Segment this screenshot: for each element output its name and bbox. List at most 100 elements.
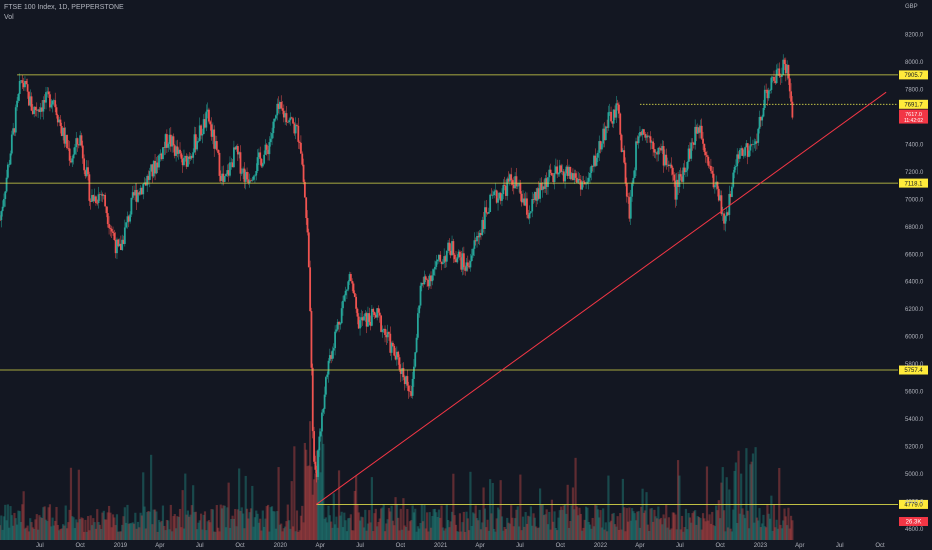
volume-bar [18,511,21,540]
volume-bar [35,514,38,540]
volume-bar [29,518,32,540]
volume-bar [115,514,119,540]
x-tick-label: Apr [795,543,804,549]
volume-bar [449,521,452,540]
level-price-badge[interactable] [899,178,928,188]
candle-body [438,254,440,260]
level-price-badge[interactable] [899,99,928,109]
volume-bar [199,513,203,540]
volume-bar [368,510,371,540]
volume-bar [670,528,673,540]
level-price-badge[interactable] [899,70,928,80]
volume-bar [428,512,431,540]
volume-bar [471,512,475,540]
candle-body [552,175,555,182]
candle-body [748,150,750,157]
candle-body [733,167,736,173]
volume-bar [211,509,214,540]
candle-body [401,367,404,374]
volume-bar [58,530,61,540]
volume-bar [98,524,101,540]
candle-body [113,233,116,241]
volume-bar [79,519,82,540]
candle-body [700,125,703,139]
volume-bar [100,529,103,540]
volume-bar [712,525,715,540]
last-price-badge[interactable] [899,109,928,124]
candle-body [424,276,427,280]
volume-indicator-label[interactable]: Vol [4,14,14,21]
level-price-badge[interactable] [899,365,928,375]
candle-body [92,195,95,202]
y-tick-5600: 5600.0 [905,390,924,396]
candle-body [319,431,322,437]
volume-bar [65,528,69,540]
candle-body [89,200,92,202]
price-axis[interactable]: 4600.0 4800.0 5000.0 5200.0 5400.0 5600.0 5800… [899,32,928,533]
volume-bar [33,528,36,540]
volume-bar [755,517,759,540]
candle-body [508,174,511,182]
candle-body [386,332,389,338]
volume-bar [322,443,325,540]
candle-body [738,149,741,159]
candle-body [472,248,474,256]
candle-body [290,117,293,119]
volume-bar [294,531,297,540]
volume-bar [226,507,229,540]
volume-bar [565,513,568,540]
volume-bar [567,527,571,540]
volume-bar [765,527,768,540]
x-tick-label: 2021 [434,543,448,549]
volume-bar [627,521,630,540]
candle-body [1,206,4,212]
candle-body [252,176,255,180]
horizontal-levels[interactable]: 7905.7 7691.7 7118.1 5757.4 4779.0 [0,70,928,509]
volume-bar [541,504,544,540]
candle-body [669,164,672,167]
candle-body [381,329,384,332]
candle-body [543,186,545,189]
volume-bar [479,529,483,540]
volume-bar [54,520,57,540]
volume-bar [707,520,710,540]
candle-body [181,158,184,166]
candle-body [231,162,234,168]
candle-body [737,154,740,159]
volume-bar [675,529,678,540]
symbol-title[interactable]: FTSE 100 Index, 1D, PEPPERSTONE [4,4,124,11]
candle-body [674,180,677,200]
candle-body [101,194,104,196]
volume-bar [27,531,31,540]
candle-body [372,308,375,312]
volume-bar [582,527,585,540]
volume-bar [169,504,172,540]
time-axis[interactable]: Jul Oct 2019 Apr Jul Oct 2020 Apr Jul Oct 2021 Apr J… [36,543,885,549]
candle-body [754,141,757,144]
volume-bar [119,531,122,540]
volume-bar [42,507,45,540]
candle-body [532,199,535,200]
volume-bar [523,526,526,540]
candle-body [225,174,227,177]
volume-bar [556,530,559,540]
candle-body [208,109,210,122]
volume-bar [511,517,514,540]
trend-line-segment[interactable] [315,91,887,505]
volume-bar [694,510,697,540]
volume-bar [38,515,41,540]
candle-body [71,158,74,163]
candle-body [462,253,465,268]
volume-bar [641,488,644,540]
volume-bar [339,515,342,540]
candle-body [209,121,212,125]
volume-bar [531,525,534,540]
trend-line[interactable] [315,91,887,505]
volume-bar [10,515,13,540]
volume-bar [260,530,263,540]
candle-body [579,180,582,190]
candle-body [589,173,591,178]
level-price-badge[interactable] [899,499,928,509]
y-tick-5000: 5000.0 [905,472,924,478]
